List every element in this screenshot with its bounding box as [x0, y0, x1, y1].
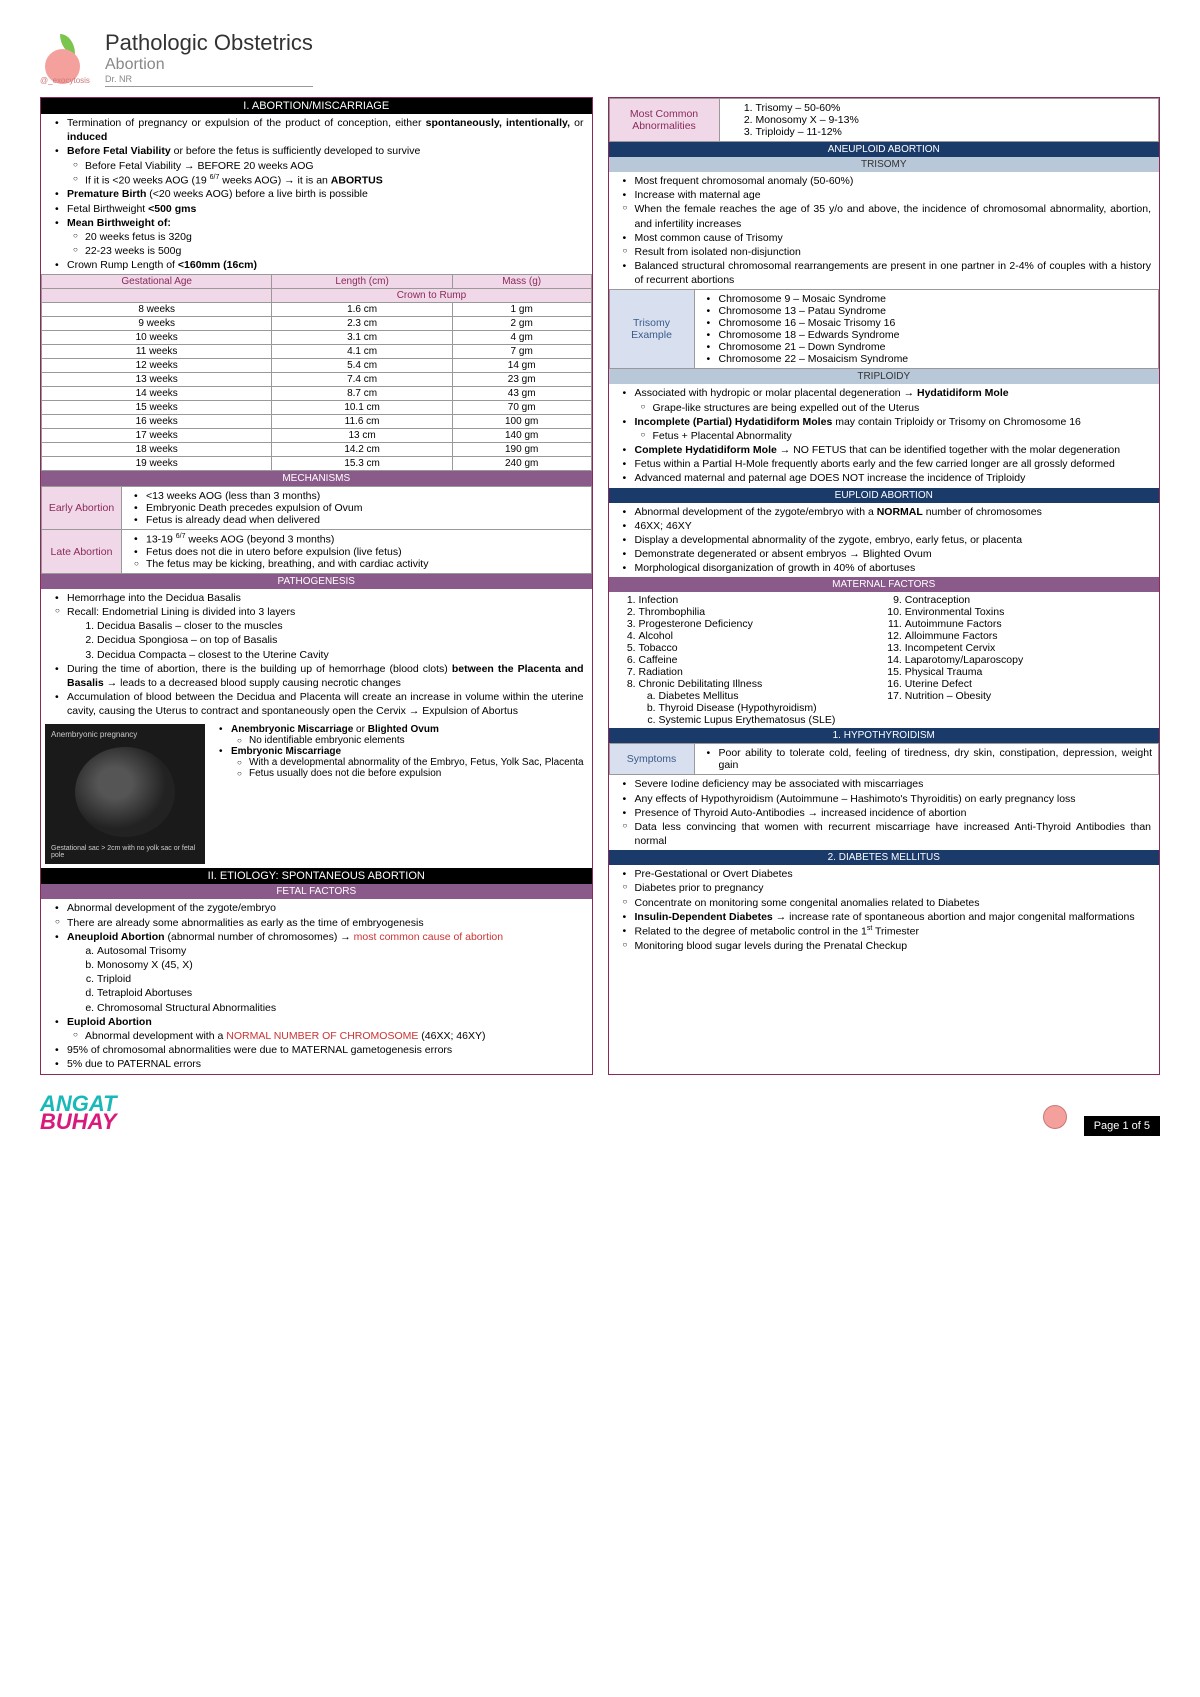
section-maternal: MATERNAL FACTORS	[609, 577, 1160, 592]
list-item: Termination of pregnancy or expulsion of…	[49, 116, 584, 144]
trisomy-example-table: Trisomy ExampleChromosome 9 – Mosaic Syn…	[609, 289, 1160, 369]
section-fetal-factors: FETAL FACTORS	[41, 884, 592, 899]
section-aneuploid: ANEUPLOID ABORTION	[609, 142, 1160, 157]
page-subtitle: Abortion	[105, 56, 313, 74]
right-column: Most Common Abnormalities Trisomy – 50-6…	[608, 97, 1161, 1075]
list-item: Premature Birth (<20 weeks AOG) before a…	[49, 187, 584, 201]
doctor-name: Dr. NR	[105, 74, 313, 87]
peach-icon	[1041, 1099, 1071, 1129]
maternal-factors-list: InfectionThrombophiliaProgesterone Defic…	[609, 592, 1160, 728]
list-item: Mean Birthweight of: 20 weeks fetus is 3…	[49, 216, 584, 259]
brand-logo: ANGAT BUHAY	[40, 1095, 117, 1132]
list-item: If it is <20 weeks AOG (19 6/7 weeks AOG…	[67, 173, 584, 188]
list-item: 22-23 weeks is 500g	[67, 244, 584, 258]
page-number: Page 1 of 5	[1084, 1116, 1160, 1136]
abnormalities-table: Most Common Abnormalities Trisomy – 50-6…	[609, 98, 1160, 142]
symptoms-table: SymptomsPoor ability to tolerate cold, f…	[609, 743, 1160, 775]
list-item: Crown Rump Length of <160mm (16cm)	[49, 258, 584, 272]
section-trisomy: TRISOMY	[609, 157, 1160, 172]
page-title: Pathologic Obstetrics	[105, 30, 313, 56]
page-header: @_exocytosis Pathologic Obstetrics Abort…	[40, 30, 1160, 87]
list-item: Before Fetal Viability → BEFORE 20 weeks…	[67, 159, 584, 173]
section-hypothyroidism: 1. HYPOTHYROIDISM	[609, 728, 1160, 743]
section-pathogenesis: PATHOGENESIS	[41, 574, 592, 589]
list-item: 20 weeks fetus is 320g	[67, 230, 584, 244]
section-abortion-title: I. ABORTION/MISCARRIAGE	[41, 98, 592, 114]
list-item: Fetal Birthweight <500 gms	[49, 202, 584, 216]
list-item: Before Fetal Viability or before the fet…	[49, 144, 584, 187]
section-euploid: EUPLOID ABORTION	[609, 488, 1160, 503]
left-column: I. ABORTION/MISCARRIAGE Termination of p…	[40, 97, 593, 1075]
social-handle: @_exocytosis	[40, 76, 90, 85]
section-etiology: II. ETIOLOGY: SPONTANEOUS ABORTION	[41, 868, 592, 884]
ultrasound-image: Anembryonic pregnancy Gestational sac > …	[45, 724, 205, 864]
mechanisms-table: Early Abortion <13 weeks AOG (less than …	[41, 486, 592, 574]
section-diabetes: 2. DIABETES MELLITUS	[609, 850, 1160, 865]
section-mechanisms: MECHANISMS	[41, 471, 592, 486]
crl-table: Gestational AgeLength (cm)Mass (g) Crown…	[41, 274, 592, 471]
logo-peach: @_exocytosis	[40, 34, 90, 84]
ultrasound-block: Anembryonic pregnancy Gestational sac > …	[41, 720, 592, 868]
section-triploidy: TRIPLOIDY	[609, 369, 1160, 384]
page-footer: ANGAT BUHAY Page 1 of 5	[40, 1095, 1160, 1132]
